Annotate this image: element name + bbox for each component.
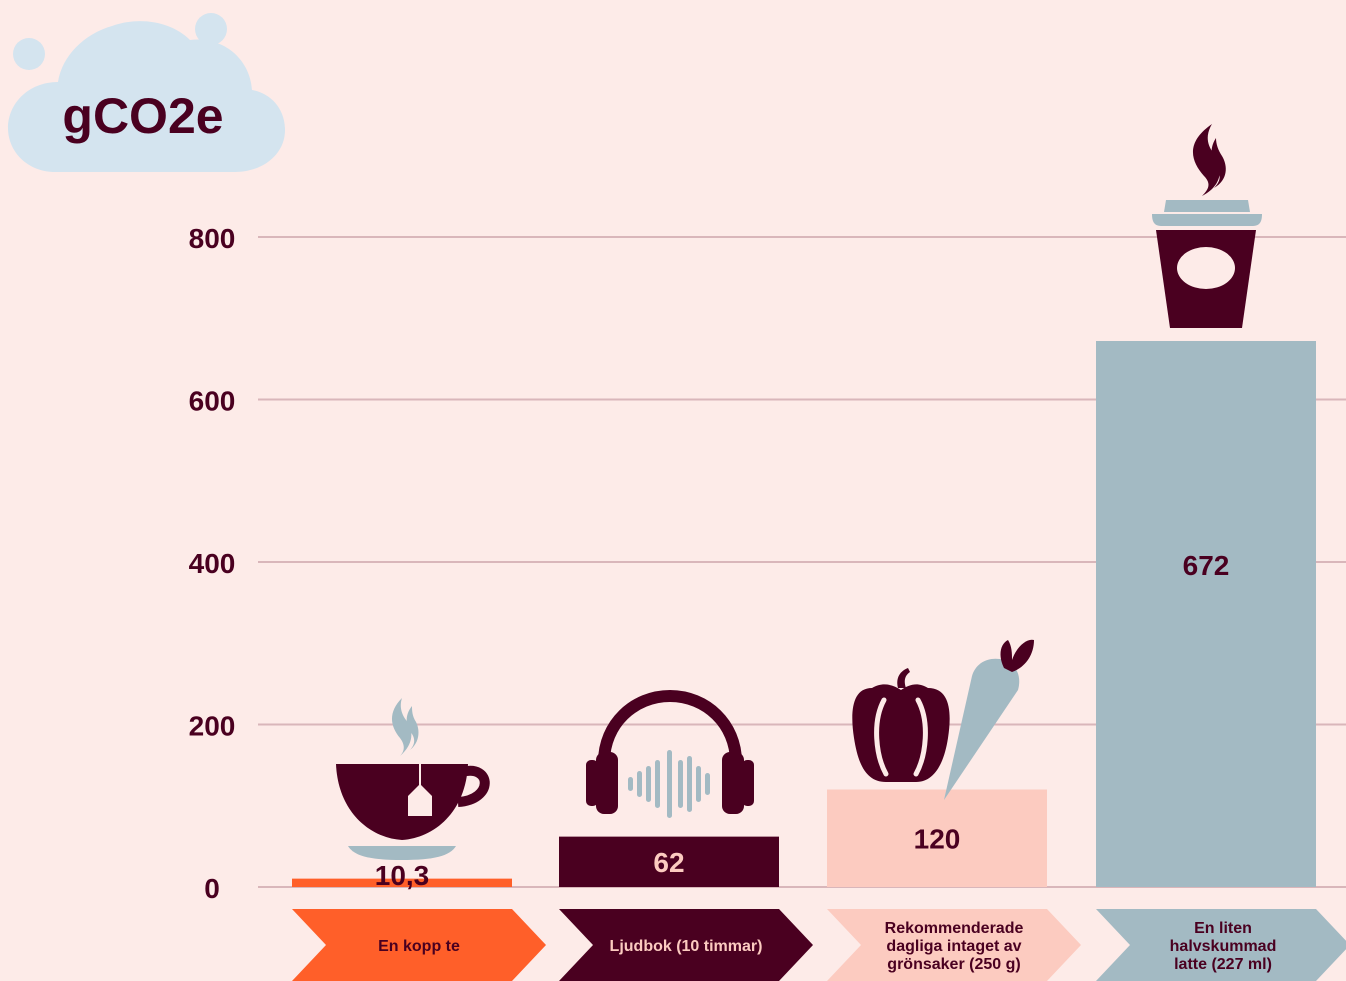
bars bbox=[292, 341, 1316, 887]
value-labels: 10,3 62 120 672 bbox=[375, 550, 1230, 891]
category-labels: En kopp te Ljudbok (10 timmar) Rekommender… bbox=[292, 909, 1346, 981]
cloud-icon bbox=[8, 13, 285, 172]
category-label-line: dagliga intaget av bbox=[886, 938, 1021, 955]
headphones-icon bbox=[586, 689, 754, 818]
value-label: 120 bbox=[914, 823, 961, 854]
value-label: 10,3 bbox=[375, 860, 430, 891]
category-label-line: halvskummad bbox=[1170, 938, 1277, 955]
category-label-line: Ljudbok (10 timmar) bbox=[610, 938, 763, 955]
y-tick-label: 400 bbox=[189, 548, 236, 579]
bar bbox=[1096, 341, 1316, 887]
category-label: En liten halvskummad latte (227 ml) bbox=[1170, 920, 1277, 973]
category-arrow bbox=[827, 909, 1081, 981]
value-label: 62 bbox=[653, 847, 684, 878]
category-label: Ljudbok (10 timmar) bbox=[610, 938, 763, 955]
vegetables-icon bbox=[852, 639, 1034, 800]
category-arrow bbox=[292, 909, 546, 981]
y-tick-label: 600 bbox=[189, 386, 236, 417]
y-axis-ticks: 0 200 400 600 800 bbox=[189, 223, 236, 904]
category-label-line: Rekommenderade bbox=[885, 920, 1024, 937]
category-label-line: En kopp te bbox=[378, 938, 460, 955]
y-tick-label: 800 bbox=[189, 223, 236, 254]
category-label-line: latte (227 ml) bbox=[1174, 956, 1272, 973]
bar bbox=[827, 789, 1047, 887]
y-tick-label: 200 bbox=[189, 711, 236, 742]
latte-cup-icon bbox=[1152, 124, 1262, 328]
category-label-line: grönsaker (250 g) bbox=[887, 956, 1020, 973]
category-arrow bbox=[559, 909, 813, 981]
tea-cup-icon bbox=[336, 698, 490, 860]
bar bbox=[559, 836, 779, 887]
category-label-line: En liten bbox=[1194, 920, 1252, 937]
category-label: Rekommenderade dagliga intaget av grönsake… bbox=[885, 920, 1024, 973]
value-label: 672 bbox=[1183, 550, 1230, 581]
y-tick-label: 0 bbox=[204, 873, 220, 904]
category-label: En kopp te bbox=[378, 938, 460, 955]
bar bbox=[292, 878, 512, 887]
unit-label: gCO2e bbox=[62, 88, 223, 144]
category-arrow bbox=[1096, 909, 1346, 981]
